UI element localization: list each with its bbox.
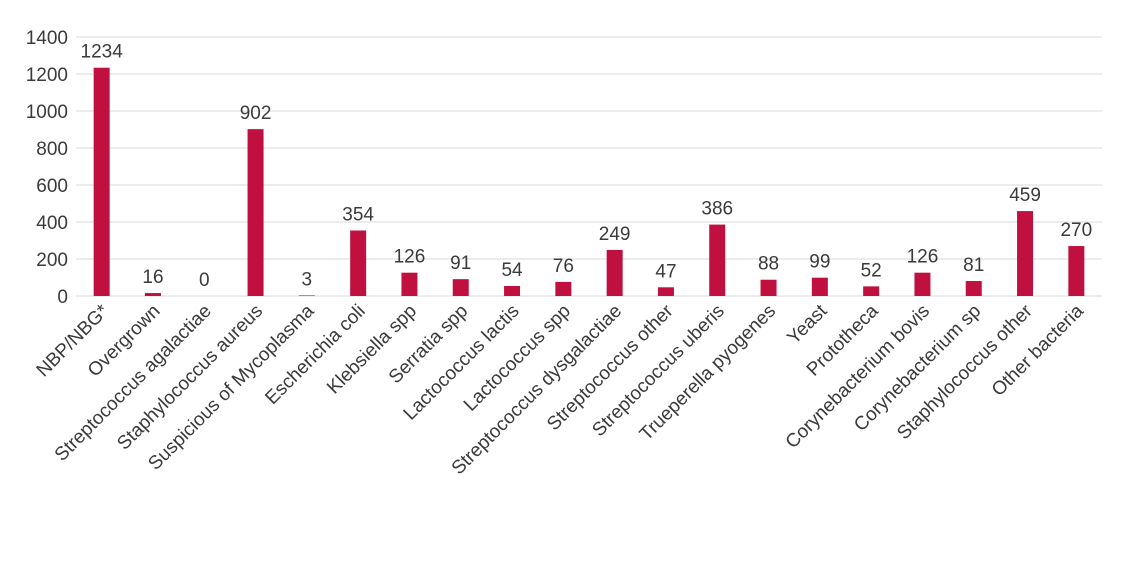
bar bbox=[401, 272, 418, 296]
data-label: 386 bbox=[701, 199, 733, 220]
x-tick-label: Other bacteria bbox=[988, 300, 1088, 400]
bar bbox=[504, 286, 521, 296]
data-label: 76 bbox=[553, 256, 574, 277]
data-label: 0 bbox=[199, 270, 210, 291]
data-label: 81 bbox=[963, 255, 984, 276]
bar bbox=[1068, 246, 1085, 296]
bar bbox=[709, 224, 726, 296]
bar bbox=[657, 287, 674, 296]
bar bbox=[811, 277, 828, 296]
y-tick-label: 0 bbox=[57, 287, 68, 308]
gridlines bbox=[76, 36, 1102, 297]
data-label: 16 bbox=[142, 267, 163, 288]
bar bbox=[555, 281, 572, 296]
data-label: 1234 bbox=[81, 42, 124, 63]
bar bbox=[1017, 211, 1034, 296]
data-label: 270 bbox=[1060, 220, 1092, 241]
bar bbox=[606, 249, 623, 296]
y-tick-label: 400 bbox=[36, 213, 68, 234]
data-label: 47 bbox=[655, 261, 676, 282]
bar bbox=[350, 230, 367, 296]
data-label: 88 bbox=[758, 254, 779, 275]
x-tick-label: Yeast bbox=[783, 300, 831, 348]
data-label: 354 bbox=[342, 205, 374, 226]
y-tick-label: 200 bbox=[36, 250, 68, 271]
bars bbox=[93, 67, 1085, 297]
data-label: 91 bbox=[450, 253, 471, 274]
data-label: 249 bbox=[599, 224, 631, 245]
data-label: 459 bbox=[1009, 185, 1041, 206]
bar bbox=[144, 293, 161, 296]
x-tick-label: Klebsiella spp bbox=[323, 301, 421, 399]
bar bbox=[863, 286, 880, 296]
bar bbox=[760, 279, 777, 296]
bar bbox=[914, 272, 931, 296]
data-label: 902 bbox=[240, 103, 272, 124]
data-labels: 1234 16 0 902 3 354 126 91 54 76 249 47 386 88 99 52 126… bbox=[81, 42, 1093, 291]
data-label: 126 bbox=[907, 247, 939, 268]
bar bbox=[247, 129, 264, 296]
data-label: 99 bbox=[809, 252, 830, 273]
bar bbox=[965, 281, 982, 296]
data-label: 52 bbox=[861, 260, 882, 281]
y-tick-label: 800 bbox=[36, 139, 68, 160]
data-label: 126 bbox=[394, 247, 426, 268]
bar bbox=[93, 67, 110, 297]
y-axis: 0 200 400 600 800 1000 1200 1400 bbox=[26, 28, 68, 308]
data-label: 54 bbox=[501, 260, 523, 281]
bar bbox=[452, 279, 469, 296]
bar bbox=[298, 295, 315, 296]
y-tick-label: 1400 bbox=[26, 28, 68, 49]
y-tick-label: 1000 bbox=[26, 102, 68, 123]
y-tick-label: 1200 bbox=[26, 65, 68, 86]
data-label: 3 bbox=[302, 269, 313, 290]
y-tick-label: 600 bbox=[36, 176, 68, 197]
